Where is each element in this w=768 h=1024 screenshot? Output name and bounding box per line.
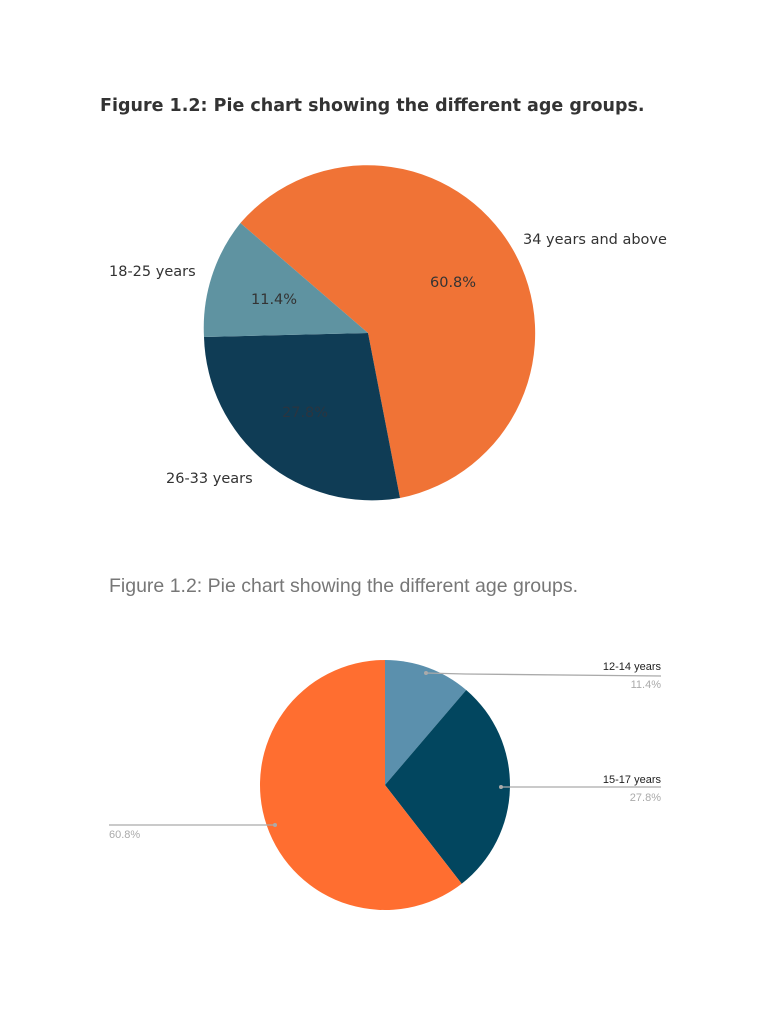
slice-value-60-8: 60.8% [430, 275, 476, 291]
leader-dot-12-14 [424, 671, 428, 675]
slice-15-17-years [385, 690, 510, 884]
category-label-34-years-and-above: 34 years and above [523, 232, 667, 248]
slice-value-27-8: 27.8% [282, 405, 328, 421]
category-label-18-25-years: 18-25 years [109, 264, 196, 280]
category-label-12-14-years: 12-14 years [603, 661, 662, 673]
slice-value-11-4-b: 11.4% [631, 679, 662, 691]
slice-26-33-years [204, 333, 400, 501]
slice-value-11-4: 11.4% [251, 292, 297, 308]
leader-dot-15-17 [499, 785, 503, 789]
slice-34-years-and-above [240, 165, 536, 499]
slice-60-8 [259, 660, 462, 910]
leader-dot-60-8 [273, 823, 277, 827]
figure-1-title: Figure 1.2: Pie chart showing the differ… [100, 96, 645, 116]
pie-chart-1: 60.8% 11.4% 27.8% 34 years and above 18-… [109, 165, 667, 501]
slice-18-25-years [203, 223, 368, 337]
figure-2-title: Figure 1.2: Pie chart showing the differ… [109, 575, 579, 597]
category-label-26-33-years: 26-33 years [166, 471, 253, 487]
category-label-15-17-years: 15-17 years [603, 774, 662, 786]
pie-chart-2: 12-14 years 11.4% 15-17 years 27.8% 60.8… [109, 660, 661, 910]
slice-value-60-8-b: 60.8% [109, 829, 140, 841]
slice-12-14-years [385, 660, 467, 785]
leader-line-12-14 [425, 672, 662, 677]
slice-value-27-8-b: 27.8% [630, 792, 661, 804]
